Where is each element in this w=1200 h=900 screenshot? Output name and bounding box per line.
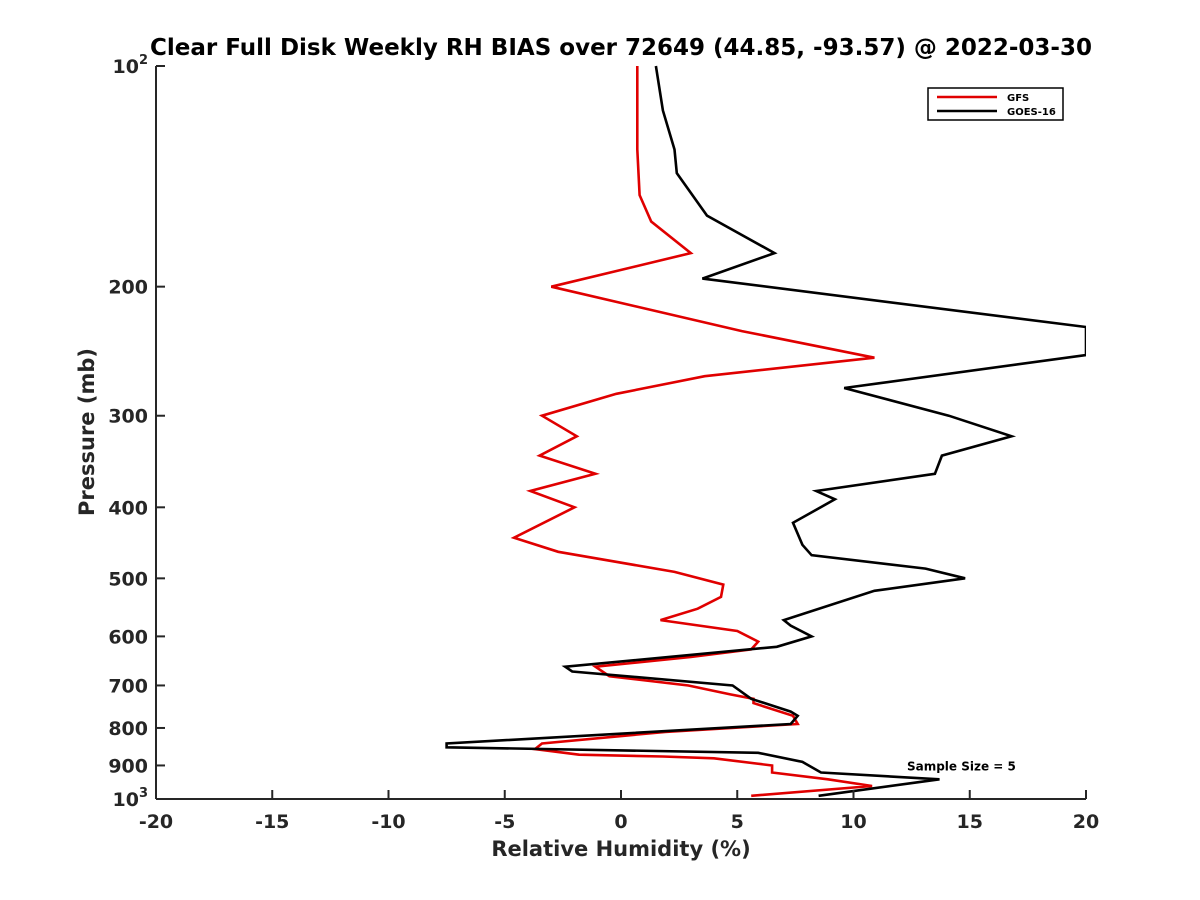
x-tick-label: 5 [731, 811, 744, 833]
y-tick-label: 103 [113, 786, 149, 811]
legend-label: GFS [1007, 93, 1029, 104]
x-tick-label: 20 [1073, 811, 1099, 833]
x-axis-label: Relative Humidity (%) [491, 837, 750, 861]
y-tick-label: 300 [108, 406, 148, 428]
sample-size-annotation: Sample Size = 5 [907, 759, 1016, 773]
series-layer [445, 65, 1086, 798]
x-axis: -20 -15 -10 -5 0 5 10 15 20 [139, 790, 1099, 833]
series-line-gfs [510, 66, 875, 798]
chart-title: Clear Full Disk Weekly RH BIAS over 7264… [150, 35, 1092, 61]
legend-box [927, 87, 1064, 121]
y-tick-label: 400 [108, 497, 148, 519]
annotation-layer: Sample Size = 5 [907, 759, 1016, 773]
y-tick-label: 102 [113, 53, 149, 78]
y-tick-label: 200 [108, 277, 148, 299]
x-tick-label: -20 [139, 811, 173, 833]
y-axis-label: Pressure (mb) [75, 348, 99, 516]
y-axis: 102 200 300 400 500 600 700 800 900 103 [108, 53, 165, 811]
x-tick-label: -5 [494, 811, 515, 833]
legend-label: GOES-16 [1007, 107, 1056, 118]
plot-background [156, 66, 1086, 799]
y-tick-label: 800 [108, 718, 148, 740]
y-tick-label: 500 [108, 568, 148, 590]
y-tick-label: 600 [108, 626, 148, 648]
y-tick-label: 700 [108, 675, 148, 697]
plot-area [155, 66, 1086, 800]
series-line-goes-16 [445, 65, 1086, 798]
x-tick-label: 0 [614, 811, 627, 833]
x-tick-label: 15 [957, 811, 983, 833]
y-tick-label: 900 [108, 755, 148, 777]
x-tick-label: -15 [255, 811, 289, 833]
x-tick-label: 10 [840, 811, 866, 833]
x-tick-label: -10 [371, 811, 405, 833]
legend: GFS GOES-16 [927, 87, 1064, 121]
